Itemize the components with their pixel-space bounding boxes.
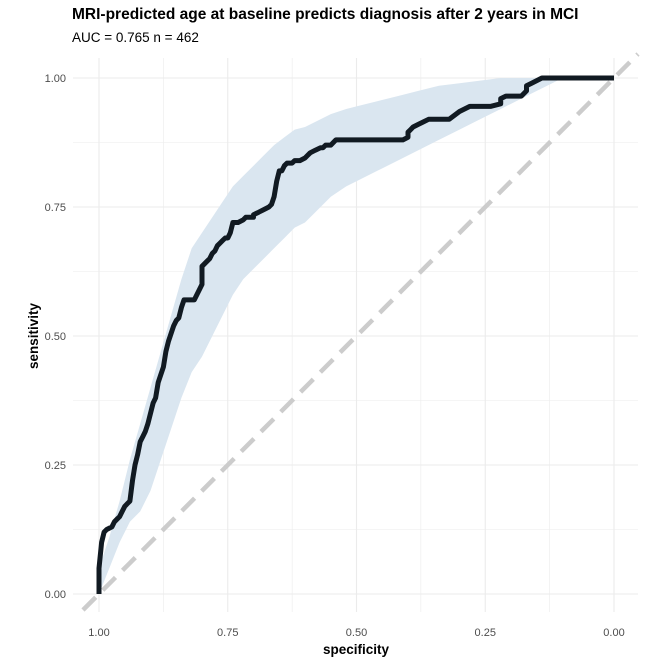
y-axis-ticks: 0.00 0.25 0.50 0.75 1.00: [45, 73, 66, 601]
reference-line-group: [81, 52, 640, 612]
y-tick-label: 0.50: [45, 331, 66, 343]
chart-title: MRI-predicted age at baseline predicts d…: [72, 6, 579, 23]
roc-curve-group: [96, 75, 614, 594]
x-axis-title: specificity: [323, 642, 390, 657]
chart-subtitle: AUC = 0.765 n = 462: [72, 30, 199, 45]
x-tick-label: 0.75: [217, 627, 238, 639]
y-tick-label: 1.00: [45, 73, 66, 85]
y-tick-label: 0.25: [45, 460, 66, 472]
x-tick-label: 0.00: [603, 627, 624, 639]
confidence-band-area: [99, 78, 614, 594]
y-tick-label: 0.00: [45, 589, 66, 601]
y-tick-label: 0.75: [45, 202, 66, 214]
confidence-band: [99, 78, 614, 594]
x-axis-ticks: 1.00 0.75 0.50 0.25 0.00: [88, 627, 624, 639]
roc-curve-line: [96, 75, 614, 594]
y-axis-title: sensitivity: [26, 302, 41, 369]
x-tick-label: 1.00: [88, 627, 109, 639]
x-tick-label: 0.25: [475, 627, 496, 639]
reference-diagonal-line: [81, 52, 640, 612]
x-tick-label: 0.50: [346, 627, 367, 639]
